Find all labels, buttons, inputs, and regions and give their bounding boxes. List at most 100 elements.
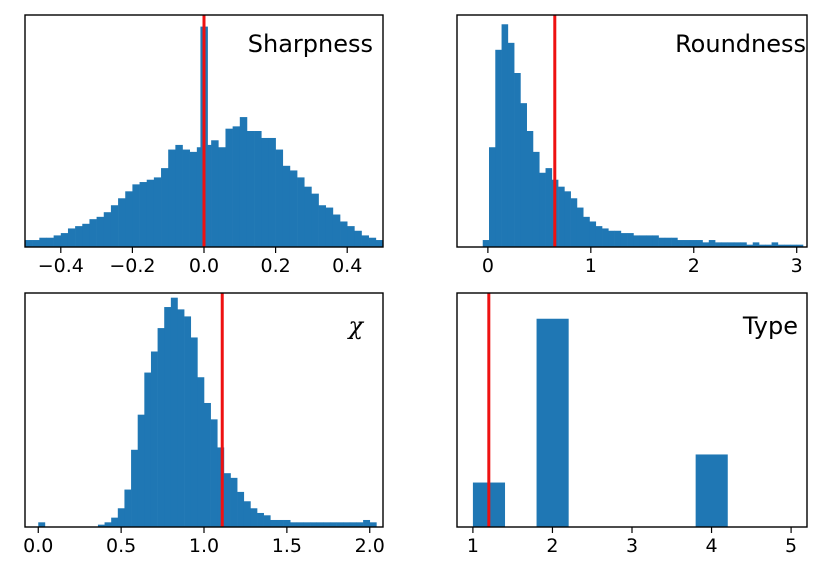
histogram-bar — [96, 216, 105, 247]
histogram-bar — [526, 131, 534, 247]
x-tick-label: −0.4 — [38, 255, 84, 277]
x-tick-label: 0.5 — [106, 535, 136, 557]
histogram-bar — [197, 377, 205, 527]
histogram-bar — [733, 242, 741, 247]
histogram-bar — [677, 240, 684, 247]
histogram-bar — [124, 489, 132, 527]
histogram-bar — [356, 522, 364, 527]
histogram-bar — [217, 447, 225, 527]
histogram-bar — [347, 226, 355, 247]
histogram-bar — [153, 177, 162, 247]
histogram-bar — [82, 223, 90, 247]
histogram-bar — [602, 228, 609, 247]
histogram-bar — [689, 240, 697, 247]
panel-title-type: Type — [742, 312, 798, 340]
histogram-bar — [589, 221, 597, 247]
panel-title-roundness: Roundness — [675, 30, 806, 58]
histogram-bar — [225, 128, 233, 247]
histogram-bar — [368, 237, 377, 247]
histogram-bar — [210, 419, 218, 527]
histogram-bar — [784, 244, 791, 247]
histogram-bar — [243, 501, 251, 527]
histogram-bar — [296, 522, 304, 527]
histogram-bar — [652, 235, 659, 247]
histogram-bar — [790, 244, 798, 247]
histogram-bar — [620, 233, 628, 247]
histogram-bar — [75, 226, 83, 247]
histogram-bar — [125, 191, 133, 247]
x-tick-label: 1.0 — [189, 535, 219, 557]
histogram-bar — [514, 73, 521, 247]
histogram-bar — [375, 240, 384, 247]
histogram-bar — [189, 151, 198, 247]
histogram-bar — [369, 522, 377, 527]
histogram-bar — [715, 242, 722, 247]
histogram-bar — [318, 205, 327, 247]
histogram-bar — [777, 244, 785, 247]
axes-frame — [456, 14, 808, 248]
histogram-bar — [501, 24, 509, 248]
histogram-bar — [32, 240, 40, 247]
histogram-bar — [576, 207, 584, 247]
histogram-bar — [137, 414, 145, 527]
histogram-bar — [104, 522, 112, 527]
histogram-bar — [771, 242, 779, 247]
histogram-bar — [363, 519, 371, 527]
x-tick-label: 1.5 — [272, 535, 302, 557]
histogram-bar — [150, 351, 158, 527]
histogram-bar — [232, 126, 241, 247]
histogram-bar — [608, 230, 615, 247]
histogram-bar — [275, 149, 284, 247]
bars — [482, 24, 804, 248]
histogram-bar — [53, 235, 62, 247]
histogram-bar — [230, 477, 238, 527]
histogram-bar — [103, 212, 112, 247]
histogram-bar — [354, 230, 362, 247]
histogram-bar — [507, 42, 515, 248]
x-tick-label: 0.4 — [332, 255, 362, 277]
histogram-bar — [211, 140, 219, 247]
histogram-bar — [161, 168, 169, 247]
histogram-bar — [175, 144, 183, 247]
histogram-bar — [759, 244, 766, 247]
x-tick-label: 1 — [467, 535, 479, 557]
histogram-bar — [361, 235, 369, 247]
histogram-bar — [139, 182, 148, 247]
histogram-bar — [170, 297, 178, 527]
x-tick-label: 0 — [482, 255, 494, 277]
histogram-bar — [664, 237, 672, 247]
histogram-bar — [164, 307, 172, 527]
x-tick-label: 1 — [585, 255, 597, 277]
histogram-bar — [595, 226, 603, 247]
histogram-bar — [765, 244, 772, 247]
histogram-bar — [97, 524, 105, 527]
x-tick-label: 3 — [791, 255, 803, 277]
histogram-bar — [276, 519, 284, 527]
bars — [472, 318, 728, 527]
histogram-bar — [25, 240, 33, 247]
x-tick-label: 2 — [546, 535, 558, 557]
histogram-bar — [627, 233, 634, 247]
histogram-bar — [184, 316, 192, 527]
histogram-bar — [303, 522, 311, 527]
histogram-bar — [246, 131, 255, 247]
histogram-bar — [268, 137, 276, 247]
panel-roundness: Roundness 0 1 2 3 — [456, 14, 808, 277]
bars — [25, 26, 384, 247]
histogram-bar — [343, 522, 351, 527]
histogram-bar — [132, 184, 140, 247]
histogram-bar — [495, 49, 502, 247]
x-tick-label: 2.0 — [355, 535, 385, 557]
histogram-bar — [752, 242, 760, 247]
x-tick-label: 5 — [785, 535, 797, 557]
histogram-bar — [708, 240, 716, 247]
histogram-bar — [721, 242, 728, 247]
histogram-bar — [310, 522, 317, 527]
histogram-bar — [671, 237, 678, 247]
histogram-bar — [614, 230, 622, 247]
histogram-bar — [482, 240, 490, 247]
histogram-bar — [270, 519, 278, 527]
x-tick-label: 2 — [688, 255, 700, 277]
histogram-bar — [564, 191, 571, 247]
histogram-bar — [282, 165, 291, 247]
